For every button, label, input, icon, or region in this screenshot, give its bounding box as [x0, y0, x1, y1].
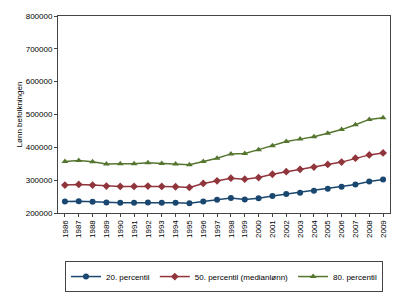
svg-text:2006: 2006	[337, 220, 346, 238]
svg-text:1992: 1992	[144, 220, 153, 238]
svg-text:2007: 2007	[351, 220, 360, 238]
svg-text:1996: 1996	[199, 220, 208, 238]
svg-text:2001: 2001	[268, 220, 277, 238]
svg-text:80. percentil: 80. percentil	[333, 273, 377, 282]
svg-text:2003: 2003	[296, 220, 305, 238]
svg-text:1986: 1986	[61, 220, 70, 238]
svg-text:500000: 500000	[26, 110, 53, 119]
svg-text:2004: 2004	[310, 220, 319, 238]
svg-text:50. percentil (medianlønn): 50. percentil (medianlønn)	[195, 273, 288, 282]
svg-text:2002: 2002	[282, 220, 291, 238]
svg-text:2000: 2000	[254, 220, 263, 238]
svg-text:1995: 1995	[185, 220, 194, 238]
svg-text:2009: 2009	[379, 220, 388, 238]
svg-text:1998: 1998	[227, 220, 236, 238]
svg-text:1991: 1991	[130, 220, 139, 238]
svg-text:800000: 800000	[26, 12, 53, 21]
svg-text:1989: 1989	[102, 220, 111, 238]
svg-text:1990: 1990	[116, 220, 125, 238]
svg-text:600000: 600000	[26, 77, 53, 86]
svg-text:2008: 2008	[365, 220, 374, 238]
svg-text:1988: 1988	[88, 220, 97, 238]
svg-text:20. percentil: 20. percentil	[106, 273, 150, 282]
svg-text:2005: 2005	[323, 220, 332, 238]
svg-text:300000: 300000	[26, 176, 53, 185]
svg-text:700000: 700000	[26, 45, 53, 54]
svg-text:1997: 1997	[213, 220, 222, 238]
svg-text:1999: 1999	[240, 220, 249, 238]
svg-text:400000: 400000	[26, 143, 53, 152]
svg-text:1994: 1994	[171, 220, 180, 238]
svg-text:1993: 1993	[157, 220, 166, 238]
svg-text:Lønn befolkningen: Lønn befolkningen	[15, 82, 24, 148]
svg-text:1987: 1987	[74, 220, 83, 238]
svg-text:200000: 200000	[26, 209, 53, 218]
